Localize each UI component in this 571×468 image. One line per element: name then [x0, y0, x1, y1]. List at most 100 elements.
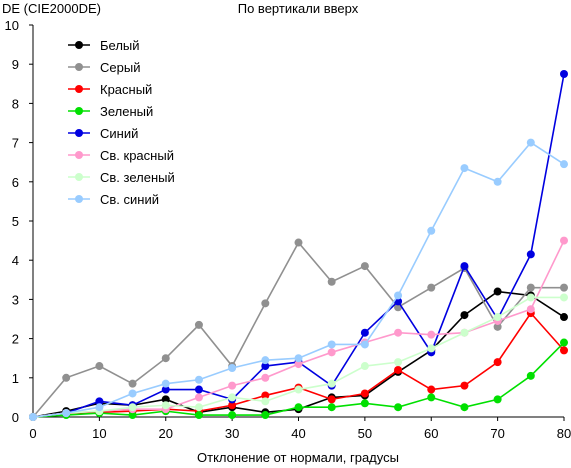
data-point	[493, 177, 502, 186]
legend-marker	[75, 129, 83, 137]
y-tick-label: 1	[12, 371, 19, 386]
data-point	[128, 411, 137, 420]
data-point	[427, 385, 436, 394]
data-point	[294, 403, 303, 412]
data-point	[261, 373, 270, 382]
data-point	[261, 356, 270, 365]
data-point	[228, 393, 237, 402]
data-point	[460, 311, 469, 320]
legend-marker	[75, 151, 83, 159]
x-tick-label: 60	[424, 426, 438, 441]
data-point	[327, 395, 336, 404]
data-point	[327, 403, 336, 412]
data-point	[526, 293, 535, 302]
legend-marker	[75, 63, 83, 71]
data-point	[228, 411, 237, 420]
legend-marker	[75, 195, 83, 203]
x-axis-label: Отклонение от нормали, градусы	[197, 450, 399, 465]
data-point	[460, 381, 469, 390]
data-point	[394, 291, 403, 300]
data-point	[261, 299, 270, 308]
data-point	[560, 283, 568, 292]
y-tick-label: 0	[12, 410, 19, 425]
y-tick-label: 5	[12, 214, 19, 229]
x-tick-label: 20	[159, 426, 173, 441]
data-point	[427, 330, 436, 339]
data-point	[62, 409, 71, 418]
series-8	[29, 138, 568, 421]
legend-item: Серый	[68, 60, 140, 75]
legend-label: Белый	[100, 38, 140, 53]
data-point	[161, 401, 170, 410]
legend-item: Св. красный	[68, 148, 174, 163]
data-point	[560, 70, 568, 78]
y-tick-label: 2	[12, 332, 19, 347]
data-point	[194, 375, 203, 384]
axes: 0 1 2 3 4 5 6 7 8 9 10 0 10 20 30 40 50 60 70 80	[5, 18, 571, 441]
data-point	[360, 328, 369, 337]
data-point	[526, 138, 535, 147]
data-point	[560, 313, 568, 322]
data-point	[161, 354, 170, 363]
x-tick-label: 70	[490, 426, 504, 441]
data-point	[560, 338, 568, 347]
legend-label: Св. зеленый	[100, 170, 175, 185]
data-point	[427, 283, 436, 292]
data-point	[128, 403, 137, 412]
data-point	[161, 395, 170, 404]
legend-marker	[75, 41, 83, 49]
data-point	[493, 313, 502, 322]
data-point	[194, 393, 203, 402]
data-point	[560, 236, 568, 245]
data-point	[161, 379, 170, 388]
data-point	[194, 320, 203, 329]
data-point	[228, 401, 237, 410]
x-tick-label: 10	[92, 426, 106, 441]
data-point	[194, 385, 203, 394]
data-point	[261, 362, 270, 371]
data-point	[560, 293, 568, 302]
data-point	[360, 362, 369, 371]
data-point	[394, 328, 403, 337]
data-point	[394, 365, 403, 374]
series-4	[29, 338, 568, 421]
data-point	[526, 305, 535, 314]
data-point	[261, 397, 270, 406]
y-tick-label: 7	[12, 136, 19, 151]
data-point	[327, 277, 336, 286]
data-point	[360, 389, 369, 398]
x-tick-label: 40	[291, 426, 305, 441]
data-point	[261, 391, 270, 400]
data-point	[261, 411, 270, 420]
data-point	[493, 395, 502, 404]
data-point	[427, 393, 436, 402]
data-point	[526, 250, 535, 259]
data-point	[394, 403, 403, 412]
legend-item: Красный	[68, 82, 152, 97]
data-point	[327, 348, 336, 357]
data-point	[294, 360, 303, 369]
data-point	[526, 371, 535, 380]
data-point	[460, 262, 469, 271]
data-point	[194, 411, 203, 420]
legend-marker	[75, 173, 83, 181]
data-point	[228, 381, 237, 390]
chart-title: По вертикали вверх	[238, 1, 359, 16]
legend-label: Зеленый	[100, 104, 153, 119]
data-point	[128, 379, 137, 388]
x-tick-label: 30	[225, 426, 239, 441]
data-point	[394, 358, 403, 367]
data-point	[194, 403, 203, 412]
data-point	[493, 287, 502, 296]
data-point	[360, 340, 369, 349]
y-tick-label: 10	[5, 18, 19, 33]
data-point	[161, 385, 170, 394]
legend-label: Св. синий	[100, 192, 159, 207]
legend-label: Серый	[100, 60, 140, 75]
legend-label: Красный	[100, 82, 152, 97]
legend-marker	[75, 107, 83, 115]
data-point	[228, 364, 237, 372]
legend-marker	[75, 85, 83, 93]
data-point	[560, 160, 568, 169]
